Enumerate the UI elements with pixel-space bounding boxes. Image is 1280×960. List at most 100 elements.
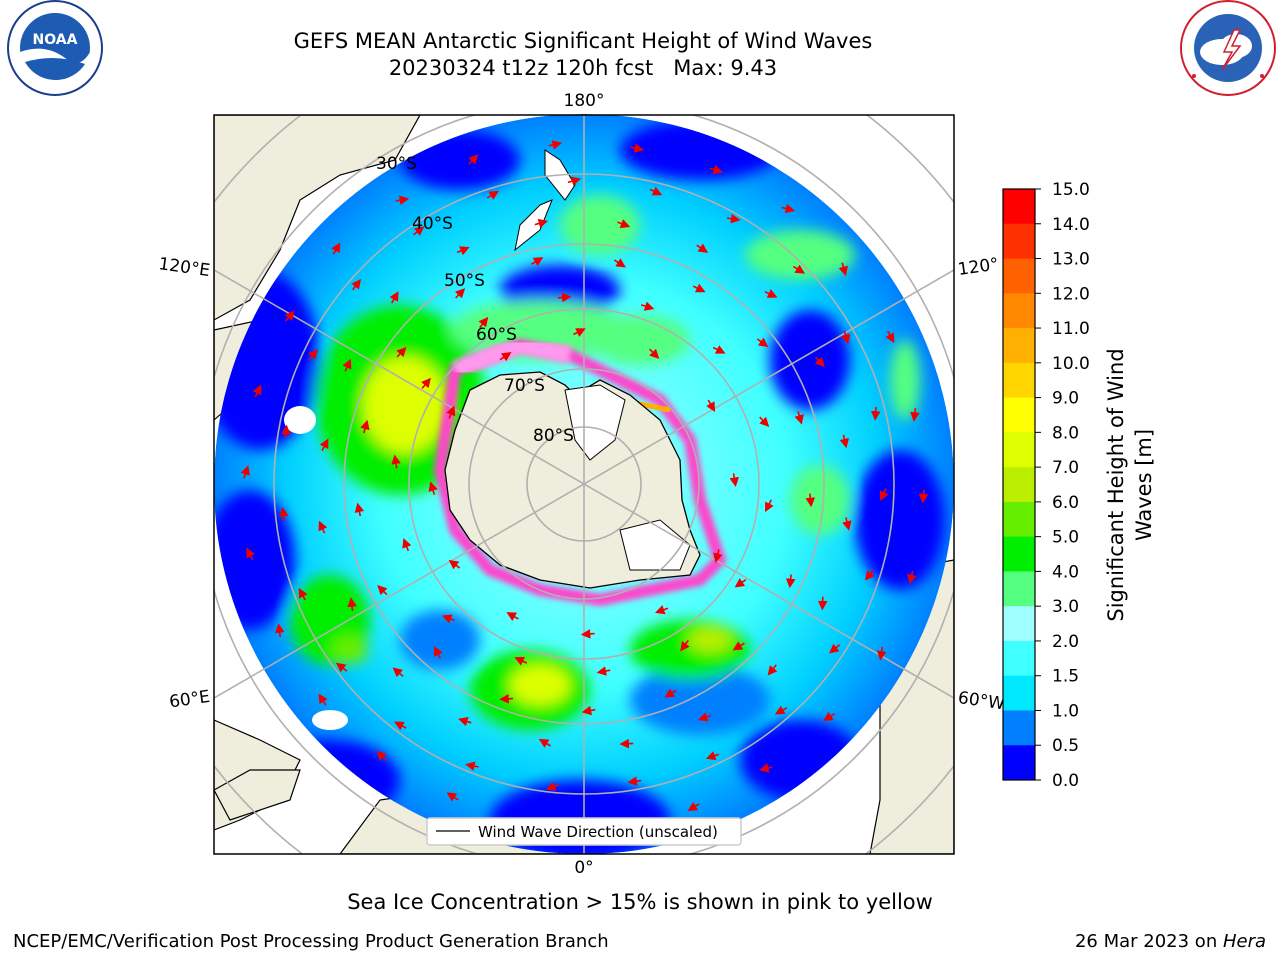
wave-direction-arrow: [823, 711, 836, 722]
wave-direction-arrow: [839, 434, 850, 449]
lon-label-0: 0°: [574, 858, 593, 878]
colorbar-tick-label: 1.5: [1052, 667, 1079, 687]
lat-label-40s: 40°S: [412, 214, 453, 234]
wave-direction-arrow: [538, 738, 552, 748]
lat-label-30s: 30°S: [376, 154, 417, 174]
title-line2: 20230324 t12z 120h fcst Max: 9.43: [388, 56, 778, 80]
lon-label-180: 180°: [564, 91, 605, 111]
wave-direction-arrow: [664, 688, 677, 698]
colorbar-segment: [1003, 362, 1035, 399]
wave-direction-arrow: [767, 664, 778, 676]
wave-direction-arrow: [794, 411, 804, 425]
map-legend: Wind Wave Direction (unscaled): [426, 817, 742, 846]
lat-label-80s: 80°S: [533, 426, 574, 446]
colorbar-segment: [1003, 258, 1035, 294]
wave-direction-arrow: [814, 356, 825, 368]
wave-direction-arrow: [792, 264, 806, 274]
lat-label-70s: 70°S: [504, 376, 545, 396]
wave-direction-arrow: [765, 499, 774, 513]
wave-direction-arrow: [360, 419, 370, 434]
wave-direction-arrow: [713, 549, 723, 563]
wave-direction-arrow: [376, 750, 387, 762]
wave-direction-arrow: [421, 377, 431, 389]
wave-direction-arrow: [298, 587, 308, 601]
wave-direction-arrow: [351, 279, 362, 291]
wave-direction-arrow: [308, 349, 319, 361]
wave-direction-arrow: [617, 219, 631, 229]
wave-direction-arrow: [446, 792, 459, 802]
wave-direction-arrow: [274, 623, 285, 638]
wave-direction-arrow: [805, 493, 816, 508]
wind-wave-arrows: [240, 140, 929, 830]
colorbar-tick-label: 14.0: [1052, 215, 1090, 235]
wave-direction-arrow: [545, 781, 560, 791]
wave-direction-arrow: [347, 597, 357, 611]
colorbar-segment: [1003, 328, 1035, 364]
wave-direction-arrow: [759, 763, 773, 773]
colorbar-tick-label: 11.0: [1052, 319, 1090, 339]
wave-direction-arrow: [396, 346, 407, 358]
wave-direction-arrow: [448, 559, 461, 570]
wave-direction-arrow: [876, 646, 887, 661]
wave-direction-arrow: [654, 605, 669, 615]
colorbar-tick-label: 7.0: [1052, 458, 1079, 478]
colorbar-segment: [1003, 536, 1035, 572]
lon-label-120e: 120°E: [157, 254, 211, 281]
colorbar-tick-label: 10.0: [1052, 354, 1090, 374]
wave-direction-arrow: [613, 258, 626, 268]
wave-direction-arrow: [240, 465, 250, 479]
nws-logo: [1180, 0, 1276, 96]
wave-direction-arrow: [649, 186, 663, 196]
colorbar-label-line2: Waves [m]: [1132, 429, 1156, 541]
footer-system: Hera: [1222, 931, 1266, 952]
legend-label: Wind Wave Direction (unscaled): [478, 823, 718, 841]
wave-direction-arrow: [709, 164, 723, 175]
wave-direction-arrow: [734, 578, 747, 588]
wave-direction-arrow: [696, 243, 709, 253]
colorbar-tick-label: 0.5: [1052, 736, 1079, 756]
wave-direction-arrow: [842, 517, 852, 531]
graticule: [214, 115, 954, 854]
wave-direction-arrow: [910, 408, 920, 422]
wave-direction-arrow: [252, 384, 262, 398]
colorbar-tick-label: 2.0: [1052, 632, 1079, 652]
wave-direction-arrow: [697, 712, 712, 722]
colorbar-tick-label: 12.0: [1052, 284, 1090, 304]
wave-direction-arrow: [499, 694, 514, 704]
colorbar-tick-label: 9.0: [1052, 389, 1079, 409]
wave-direction-arrow: [506, 612, 519, 622]
wave-direction-arrow: [395, 195, 410, 205]
colorbar-segment: [1003, 397, 1035, 433]
lon-label-60e: 60°E: [168, 687, 211, 712]
ross-ice-shelf: [564, 384, 626, 461]
footer-date-text: 26 Mar 2023 on: [1074, 931, 1223, 952]
wave-direction-arrow: [284, 310, 295, 322]
wave-direction-arrow: [278, 506, 289, 521]
wave-direction-arrow: [756, 337, 769, 348]
colorbar-tick-label: 5.0: [1052, 528, 1079, 548]
colorbar-segment: [1003, 745, 1035, 781]
colorbar-tick-label: 13.0: [1052, 250, 1090, 270]
wave-direction-arrow: [580, 629, 595, 639]
wave-direction-arrow: [434, 646, 443, 659]
wave-direction-arrow: [246, 547, 255, 561]
colorbar-tick-label: 0.0: [1052, 771, 1079, 791]
noaa-logo: NOAA: [7, 0, 103, 96]
wave-direction-arrow: [838, 262, 848, 277]
colorbar-tick-label: 4.0: [1052, 562, 1079, 582]
wave-direction-arrow: [342, 358, 352, 372]
wave-direction-arrow: [879, 488, 889, 502]
wave-direction-arrow: [394, 721, 407, 731]
colorbar-tick-label: 8.0: [1052, 423, 1079, 443]
colorbar-segment: [1003, 432, 1035, 468]
colorbar-segment: [1003, 223, 1035, 260]
wave-direction-arrow: [478, 316, 489, 329]
colorbar-label-line1: Significant Height of Wind: [1104, 348, 1128, 621]
wave-direction-arrow: [573, 328, 586, 337]
wave-direction-arrow: [764, 289, 778, 298]
wave-direction-arrow: [331, 242, 341, 255]
wave-direction-arrow: [377, 585, 388, 596]
wave-direction-arrow: [446, 405, 456, 419]
wave-direction-arrow: [455, 288, 466, 299]
sea-ice-note: Sea Ice Concentration > 15% is shown in …: [347, 890, 933, 914]
